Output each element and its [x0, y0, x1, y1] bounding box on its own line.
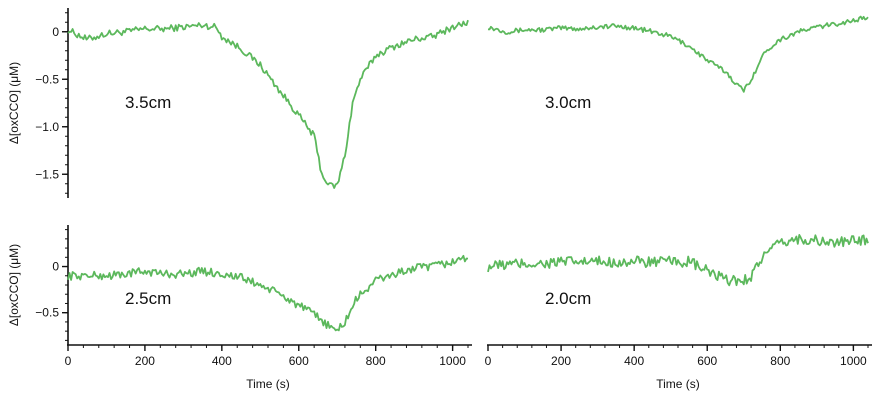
x-tick-label: 800 — [770, 354, 790, 368]
y-axis-title: Δ[oxCCO] (μM) — [7, 62, 21, 144]
series-line — [67, 19, 469, 189]
panel-3.5cm: 0 −0.5 −1.0 −1.5 Δ[oxCCO] (μM) 3.5cm — [7, 8, 469, 198]
series-line — [67, 254, 469, 332]
y-tick-label: −1.5 — [35, 167, 59, 181]
x-tick-label: 0 — [485, 354, 492, 368]
panel-label: 3.5cm — [125, 93, 171, 112]
y-tick-label: −0.5 — [35, 72, 59, 86]
x-tick-label: 600 — [697, 354, 717, 368]
x-tick-label: 200 — [135, 354, 155, 368]
panel-label: 2.5cm — [125, 289, 171, 308]
y-tick-label: −1.0 — [35, 120, 59, 134]
panel-3.0cm: 3.0cm — [487, 15, 869, 112]
x-tick-label: 400 — [212, 354, 232, 368]
series-line — [487, 15, 869, 93]
x-tick-label: 600 — [289, 354, 309, 368]
panel-label: 2.0cm — [545, 289, 591, 308]
panel-label: 3.0cm — [545, 93, 591, 112]
y-axis-title: Δ[oxCCO] (μM) — [7, 244, 21, 326]
x-tick-label: 1000 — [439, 354, 466, 368]
panel-2.0cm: 0 200 400 600 800 1000 Time (s) 2.0cm — [485, 233, 872, 391]
x-axis-title: Time (s) — [656, 377, 700, 391]
y-tick-label: −0.5 — [35, 306, 59, 320]
x-tick-label: 1000 — [840, 354, 867, 368]
panel-2.5cm: 0 −0.5 Δ[oxCCO] (μM) 0 200 400 600 800 1000 Time … — [7, 225, 472, 391]
x-tick-label: 400 — [624, 354, 644, 368]
x-axis-title: Time (s) — [246, 377, 290, 391]
x-tick-label: 0 — [65, 354, 72, 368]
y-tick-label: 0 — [52, 260, 59, 274]
series-line — [487, 233, 869, 287]
x-tick-label: 200 — [551, 354, 571, 368]
y-tick-label: 0 — [52, 25, 59, 39]
x-tick-label: 800 — [366, 354, 386, 368]
